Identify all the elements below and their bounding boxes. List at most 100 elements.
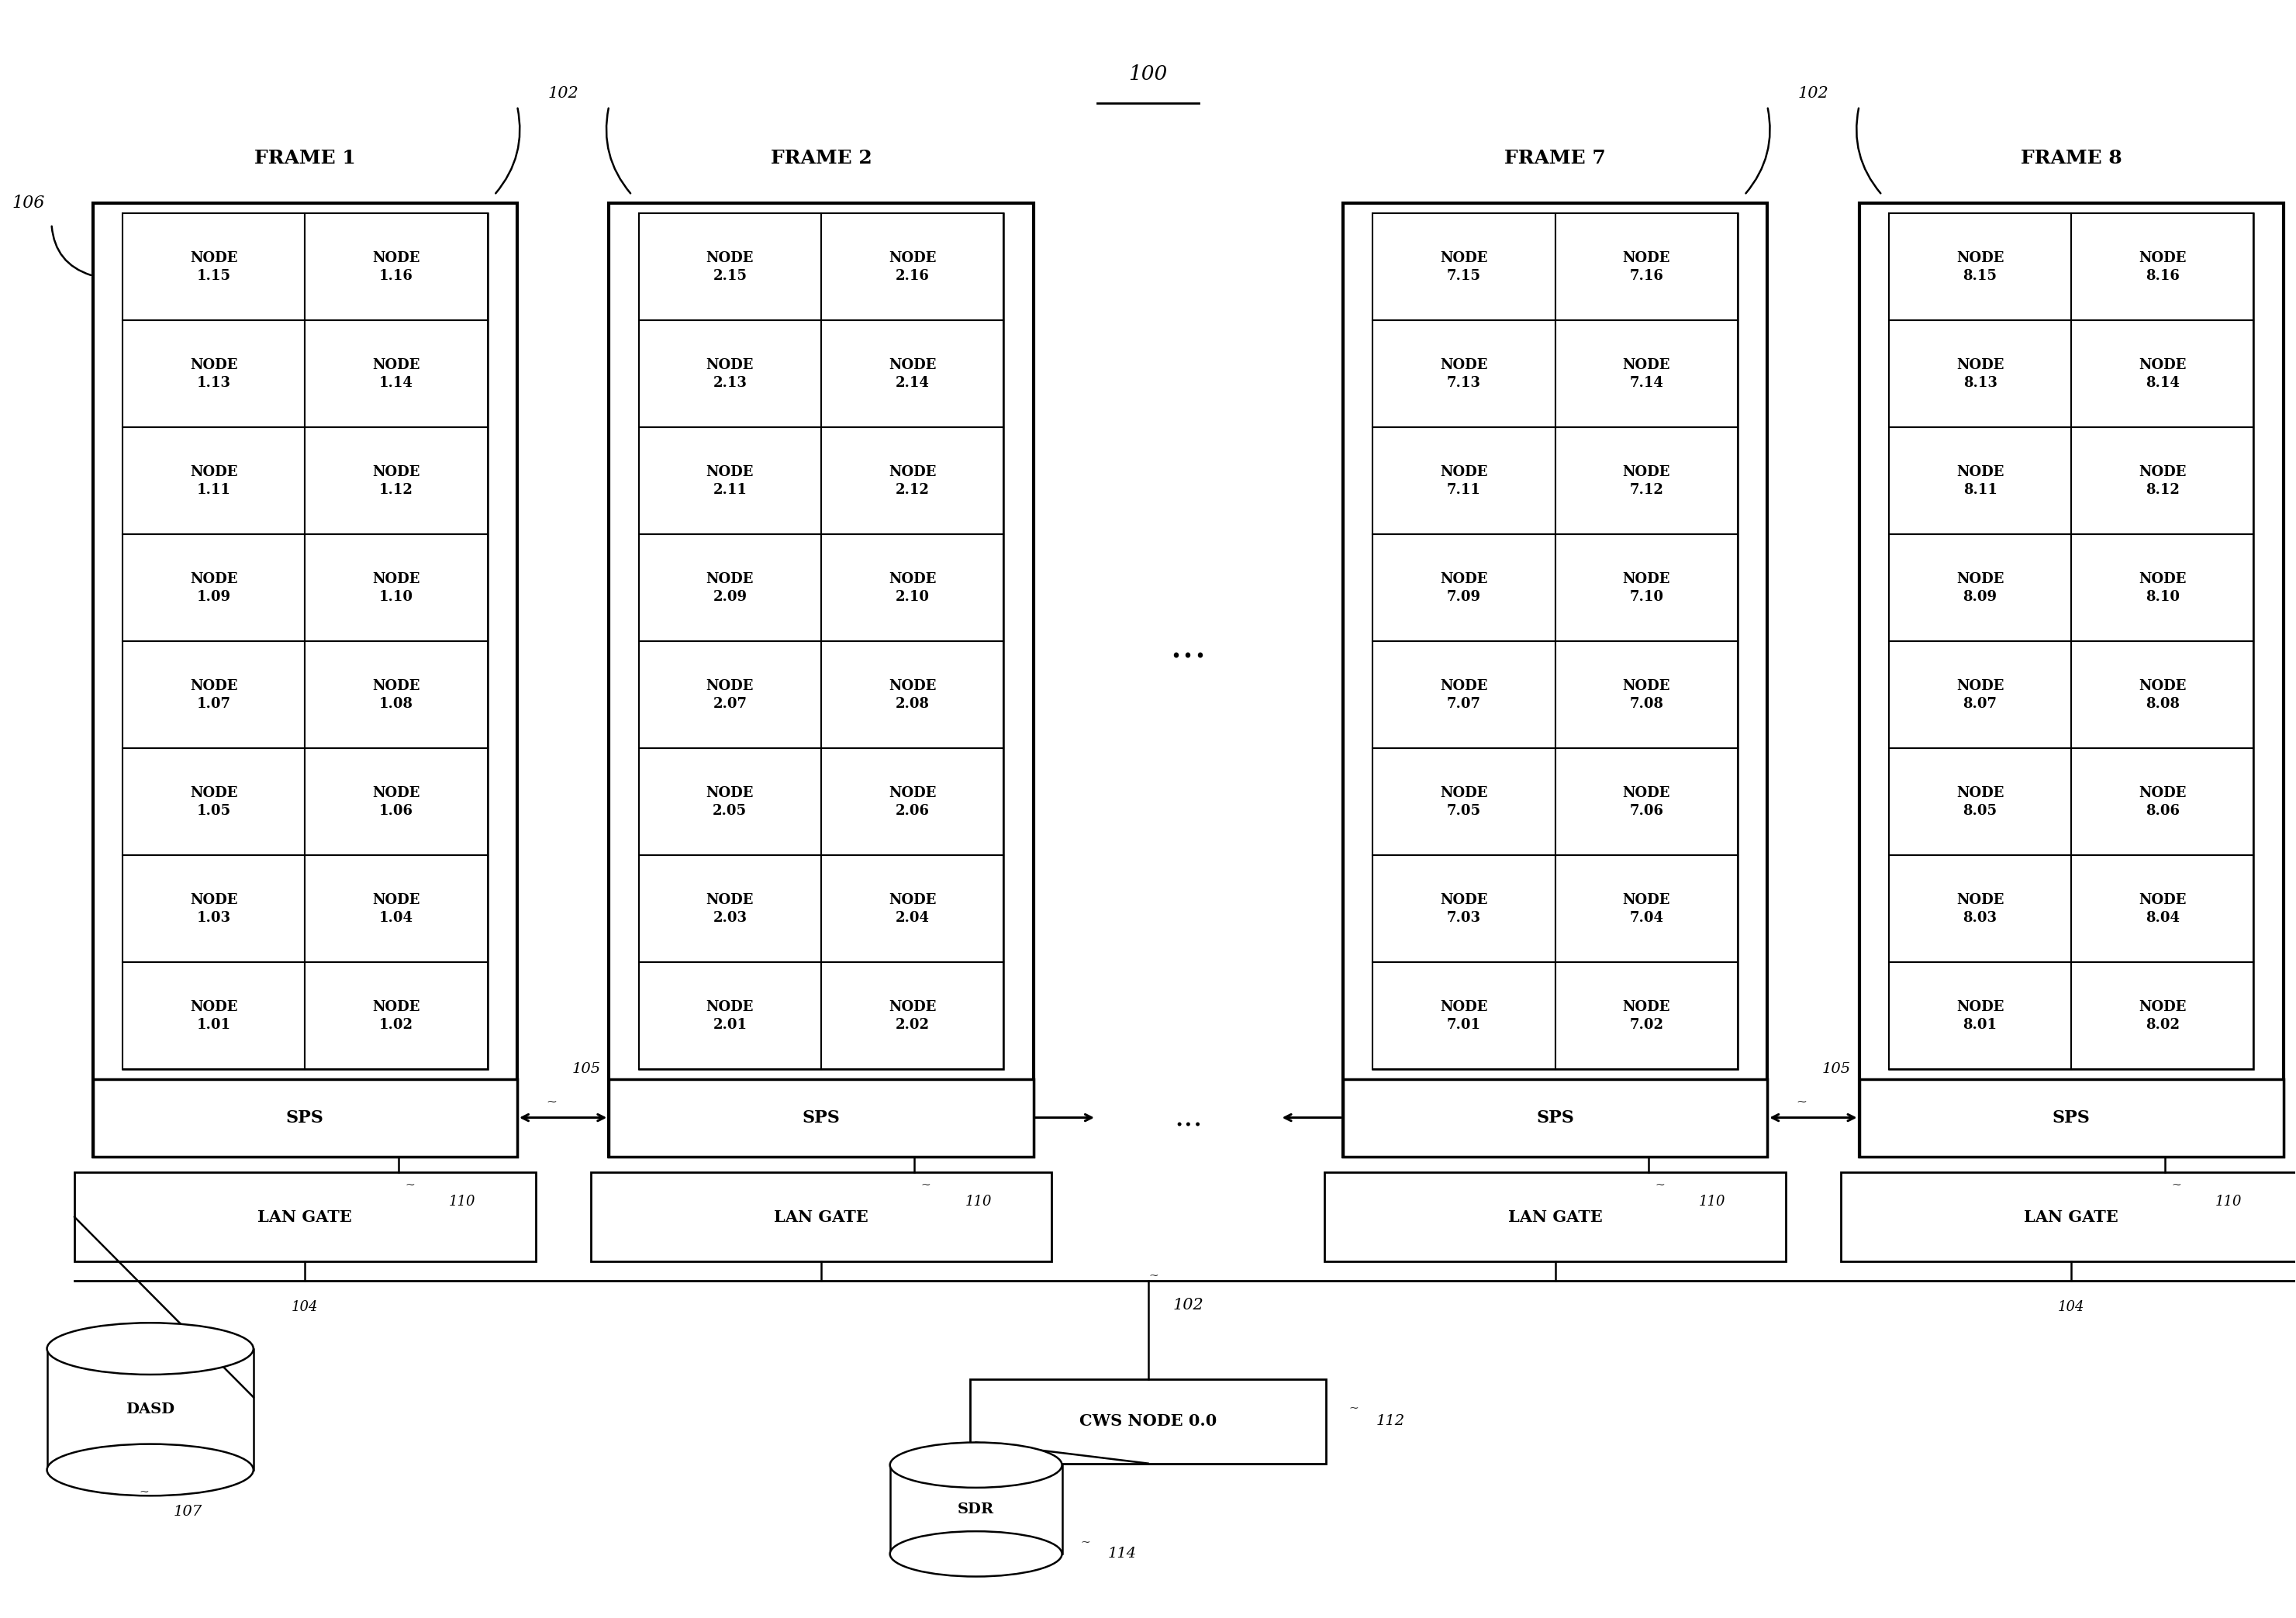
Text: NODE
8.08: NODE 8.08 (2138, 680, 2186, 710)
Bar (822, 748, 1003, 856)
Bar (822, 641, 1003, 748)
Bar (971, 1380, 1325, 1463)
Bar (305, 320, 487, 427)
Text: NODE
1.15: NODE 1.15 (191, 251, 236, 283)
Text: NODE
2.08: NODE 2.08 (889, 680, 937, 710)
Bar (305, 641, 487, 748)
Text: NODE
2.07: NODE 2.07 (707, 680, 753, 710)
Bar (638, 320, 822, 427)
Bar (1554, 427, 1738, 534)
Bar (122, 427, 305, 534)
Ellipse shape (891, 1531, 1063, 1576)
Bar (305, 748, 487, 856)
Text: 110: 110 (2216, 1194, 2241, 1209)
Text: NODE
1.12: NODE 1.12 (372, 464, 420, 497)
Bar (1554, 748, 1738, 856)
Text: NODE
1.05: NODE 1.05 (191, 786, 236, 817)
Bar (122, 214, 305, 320)
Text: ~: ~ (1655, 1180, 1665, 1191)
Bar (1860, 1079, 2285, 1157)
Text: NODE
7.01: NODE 7.01 (1440, 1000, 1488, 1032)
Bar (1554, 320, 1738, 427)
Text: NODE
1.14: NODE 1.14 (372, 358, 420, 390)
Text: NODE
1.06: NODE 1.06 (372, 786, 420, 817)
Text: DASD: DASD (126, 1403, 174, 1416)
Text: NODE
8.14: NODE 8.14 (2138, 358, 2186, 390)
Text: 105: 105 (1821, 1061, 1851, 1076)
Text: NODE
8.02: NODE 8.02 (2138, 1000, 2186, 1032)
Text: NODE
2.13: NODE 2.13 (707, 358, 753, 390)
Bar (1373, 748, 1554, 856)
Bar (1554, 641, 1738, 748)
Bar (1841, 1173, 2296, 1262)
Text: NODE
7.09: NODE 7.09 (1440, 573, 1488, 604)
Bar (2071, 320, 2255, 427)
Bar (2071, 534, 2255, 641)
Bar (1373, 963, 1554, 1069)
Bar (822, 856, 1003, 963)
Bar (305, 856, 487, 963)
Bar (1373, 856, 1554, 963)
Bar (1373, 214, 1554, 320)
Bar (1373, 641, 1554, 748)
Text: NODE
7.14: NODE 7.14 (1623, 358, 1669, 390)
Bar (608, 202, 1033, 1157)
Ellipse shape (46, 1324, 253, 1375)
Bar (73, 1173, 535, 1262)
Text: NODE
2.11: NODE 2.11 (707, 464, 753, 497)
Bar (1373, 534, 1554, 641)
Text: NODE
2.04: NODE 2.04 (889, 893, 937, 924)
Bar (1373, 427, 1554, 534)
Text: 106: 106 (11, 194, 46, 212)
Text: NODE
7.10: NODE 7.10 (1623, 573, 1669, 604)
Bar (305, 534, 487, 641)
Bar (1890, 856, 2071, 963)
Bar (122, 856, 305, 963)
Text: NODE
7.16: NODE 7.16 (1623, 251, 1669, 283)
Bar (1343, 1079, 1768, 1157)
Text: ~: ~ (1348, 1403, 1359, 1414)
Bar (822, 534, 1003, 641)
Text: NODE
8.01: NODE 8.01 (1956, 1000, 2004, 1032)
Text: ~: ~ (921, 1180, 930, 1191)
Bar (2071, 856, 2255, 963)
Text: NODE
1.01: NODE 1.01 (191, 1000, 236, 1032)
Text: SPS: SPS (801, 1108, 840, 1126)
Text: SDR: SDR (957, 1503, 994, 1516)
Bar (638, 963, 822, 1069)
Text: NODE
2.02: NODE 2.02 (889, 1000, 937, 1032)
Text: NODE
2.06: NODE 2.06 (889, 786, 937, 817)
Bar (122, 320, 305, 427)
Ellipse shape (891, 1442, 1063, 1487)
Text: 102: 102 (549, 86, 579, 100)
Text: CWS NODE 0.0: CWS NODE 0.0 (1079, 1414, 1217, 1429)
Text: NODE
7.05: NODE 7.05 (1440, 786, 1488, 817)
Bar (2071, 214, 2255, 320)
Text: NODE
1.02: NODE 1.02 (372, 1000, 420, 1032)
Text: NODE
2.01: NODE 2.01 (707, 1000, 753, 1032)
Text: 100: 100 (1130, 65, 1166, 84)
Text: 102: 102 (1798, 86, 1828, 100)
Text: NODE
1.08: NODE 1.08 (372, 680, 420, 710)
Bar (822, 320, 1003, 427)
Bar (2071, 427, 2255, 534)
Text: LAN GATE: LAN GATE (1508, 1209, 1603, 1225)
Text: ~: ~ (2172, 1180, 2181, 1191)
Text: NODE
8.09: NODE 8.09 (1956, 573, 2004, 604)
Text: LAN GATE: LAN GATE (257, 1209, 351, 1225)
Text: SPS: SPS (2053, 1108, 2089, 1126)
Bar (1890, 534, 2071, 641)
Text: NODE
7.13: NODE 7.13 (1440, 358, 1488, 390)
Text: LAN GATE: LAN GATE (774, 1209, 868, 1225)
Bar (1890, 963, 2071, 1069)
Text: 105: 105 (572, 1061, 599, 1076)
Bar (638, 534, 822, 641)
Text: 107: 107 (172, 1505, 202, 1519)
Bar (1890, 214, 2071, 320)
Text: SPS: SPS (287, 1108, 324, 1126)
Bar (1890, 320, 2071, 427)
Text: NODE
8.06: NODE 8.06 (2138, 786, 2186, 817)
Text: ~: ~ (546, 1095, 558, 1108)
Bar (92, 1079, 517, 1157)
Text: NODE
1.04: NODE 1.04 (372, 893, 420, 924)
